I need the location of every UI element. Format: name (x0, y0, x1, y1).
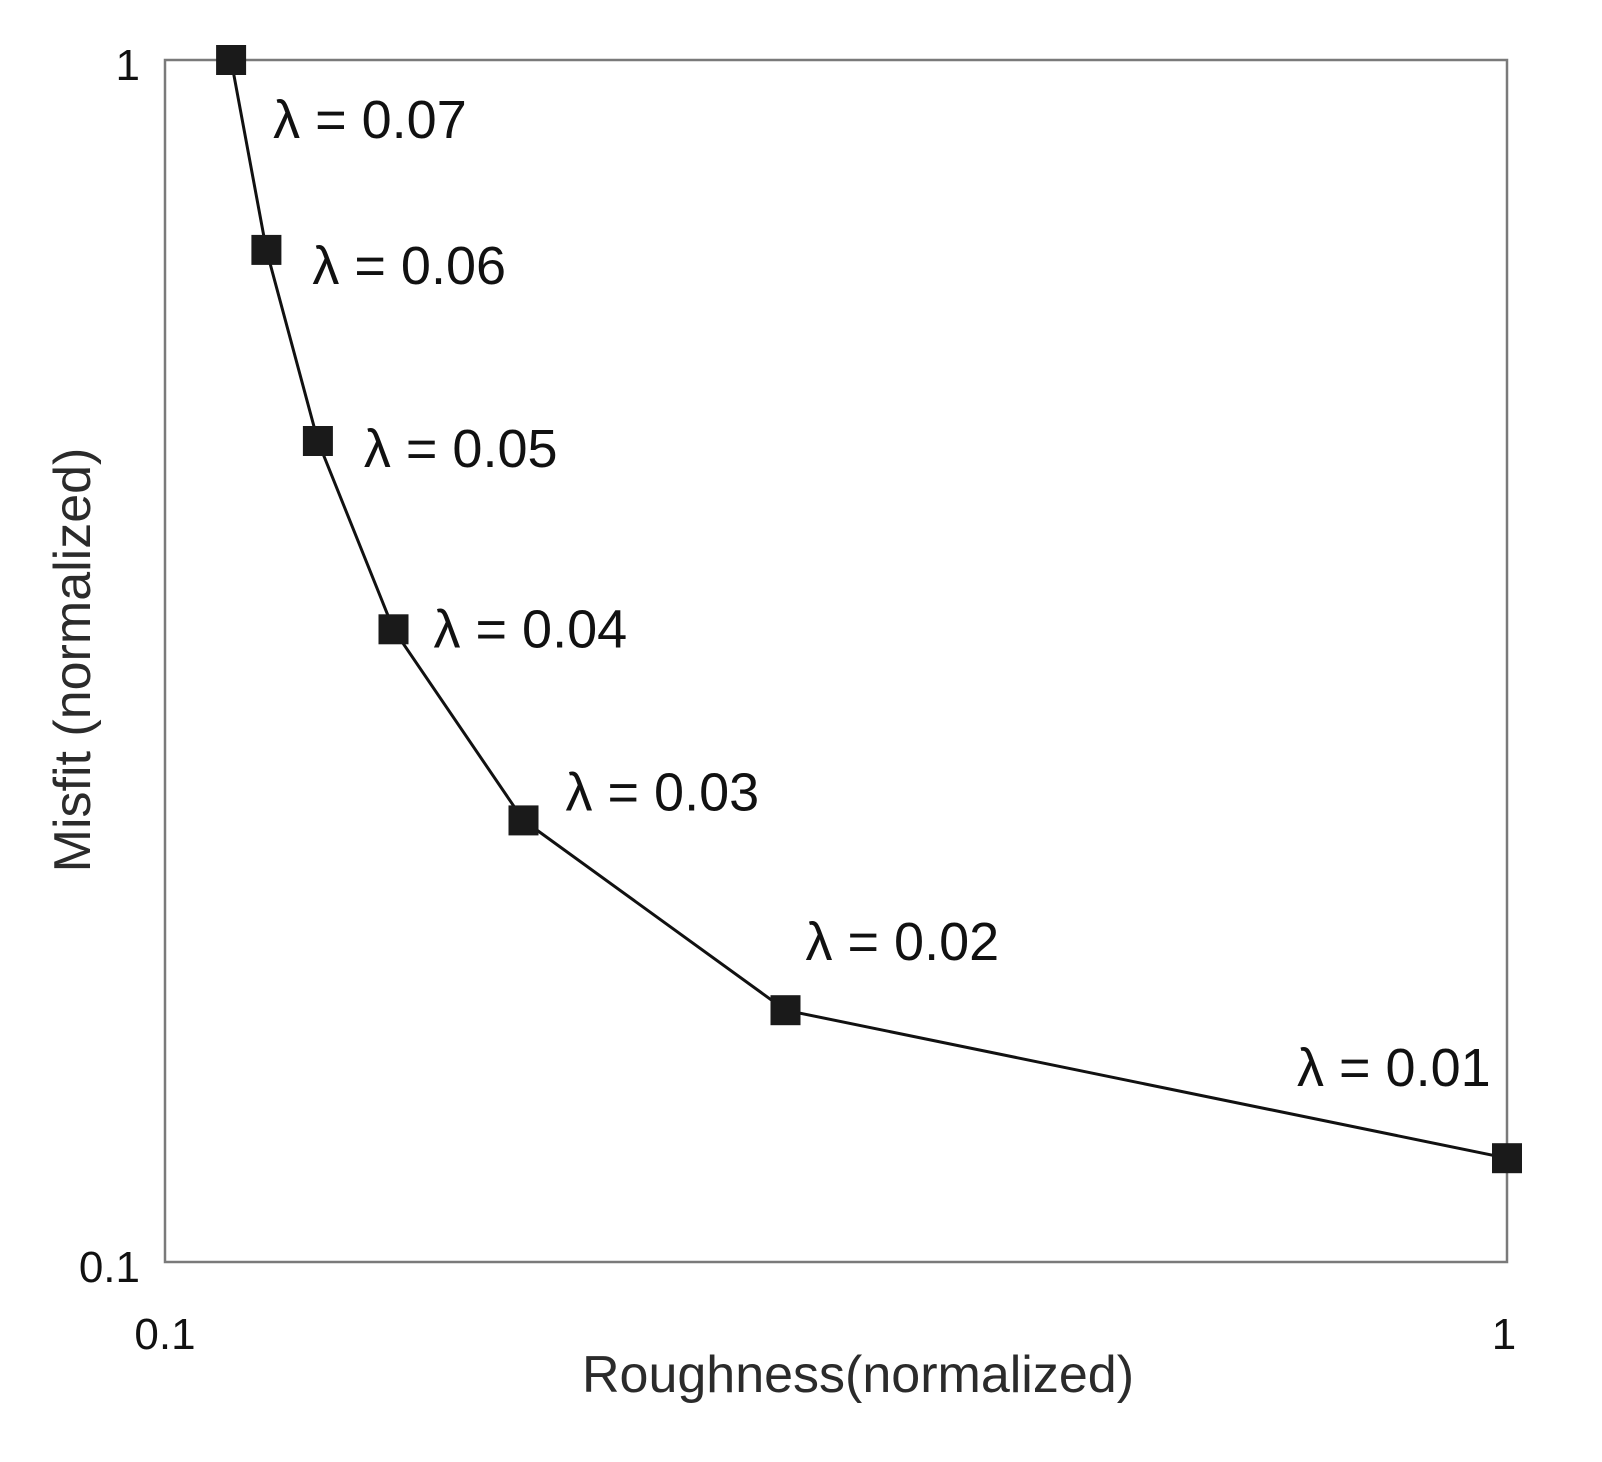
y-axis-ticks: 1 0.1 (79, 41, 140, 1292)
data-point-label-0: λ = 0.07 (273, 90, 467, 150)
plot-area-frame (163, 58, 1509, 1264)
x-tick-label-left: 0.1 (134, 1310, 195, 1359)
x-axis-ticks: 0.1 1 (134, 1310, 1516, 1359)
x-axis-label: Roughness(normalized) (582, 1346, 1134, 1404)
data-point-label-6: λ = 0.01 (1297, 1038, 1491, 1098)
x-tick-label-right: 1 (1492, 1310, 1516, 1359)
series-line-0 (229, 59, 1508, 1160)
data-point-marker-1 (251, 234, 282, 265)
data-point-marker-3 (378, 614, 409, 645)
data-point-label-4: λ = 0.03 (566, 762, 760, 822)
data-point-marker-2 (302, 426, 333, 456)
y-axis-label: Misfit (normalized) (44, 448, 102, 873)
data-point-label-1: λ = 0.06 (312, 236, 506, 296)
data-point-label-2: λ = 0.05 (364, 419, 558, 479)
series-layer: λ = 0.07 λ = 0.06 λ = 0.05 λ = 0.04 λ = 0.03… (216, 45, 1522, 1174)
data-point-label-3: λ = 0.04 (434, 599, 628, 659)
y-tick-label-top: 1 (116, 41, 140, 90)
data-point-marker-6 (1492, 1143, 1522, 1174)
data-point-marker-0 (216, 45, 247, 75)
y-tick-label-bottom: 0.1 (79, 1243, 140, 1292)
data-point-label-5: λ = 0.02 (806, 912, 1000, 972)
data-point-marker-5 (770, 995, 801, 1026)
data-point-marker-4 (508, 805, 539, 836)
